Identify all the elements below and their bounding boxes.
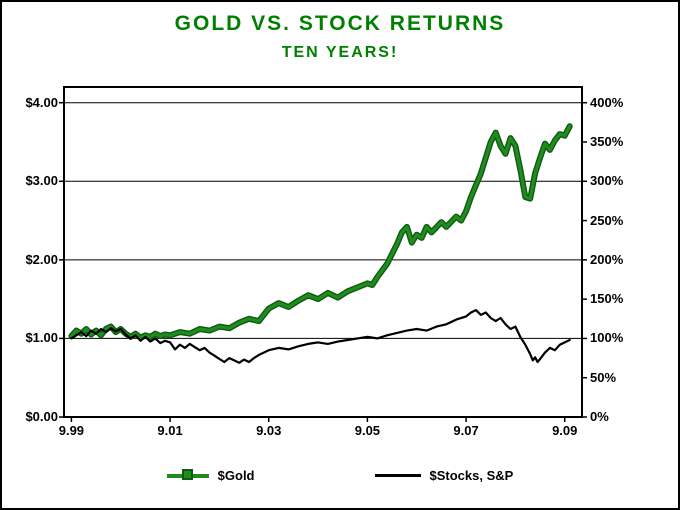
legend-item-gold: $Gold	[166, 468, 255, 483]
x-tick-label: 9.01	[157, 423, 183, 438]
x-tick-label: 9.07	[453, 423, 479, 438]
legend-label-stocks: $Stocks, S&P	[429, 468, 514, 483]
x-tick-label: 9.99	[58, 423, 85, 438]
y-right-tick-label: 0%	[590, 409, 609, 424]
chart-title: GOLD VS. STOCK RETURNS	[174, 12, 506, 35]
legend-label-gold: $Gold	[217, 468, 255, 483]
y-right-tick-label: 150%	[590, 291, 624, 307]
y-left-tick-label: $3.00	[25, 173, 58, 189]
legend: $Gold $Stocks, S&P	[2, 468, 678, 483]
y-right-tick-label: 250%	[590, 212, 624, 228]
stocks-line-icon	[374, 474, 421, 477]
y-left-tick-label: $4.00	[25, 94, 58, 110]
y-left-tick-label: $2.00	[25, 251, 58, 267]
gold-line-icon	[166, 469, 209, 482]
y-left-tick-label: $1.00	[25, 330, 58, 346]
y-right-tick-label: 300%	[590, 173, 624, 189]
gold-square-marker-icon	[181, 469, 193, 480]
chart-subtitle: TEN YEARS!	[281, 44, 399, 61]
y-right-tick-label: 400%	[590, 94, 624, 110]
x-tick-label: 9.03	[256, 423, 282, 438]
y-left-tick-label: $0.00	[25, 409, 58, 424]
x-tick-label: 9.05	[354, 423, 381, 438]
y-right-tick-label: 350%	[590, 134, 624, 149]
y-right-tick-label: 200%	[590, 251, 624, 267]
x-tick-label: 9.09	[552, 423, 578, 438]
y-right-tick-label: 50%	[590, 369, 617, 385]
y-right-tick-label: 100%	[590, 330, 624, 346]
legend-item-stocks: $Stocks, S&P	[374, 468, 514, 483]
